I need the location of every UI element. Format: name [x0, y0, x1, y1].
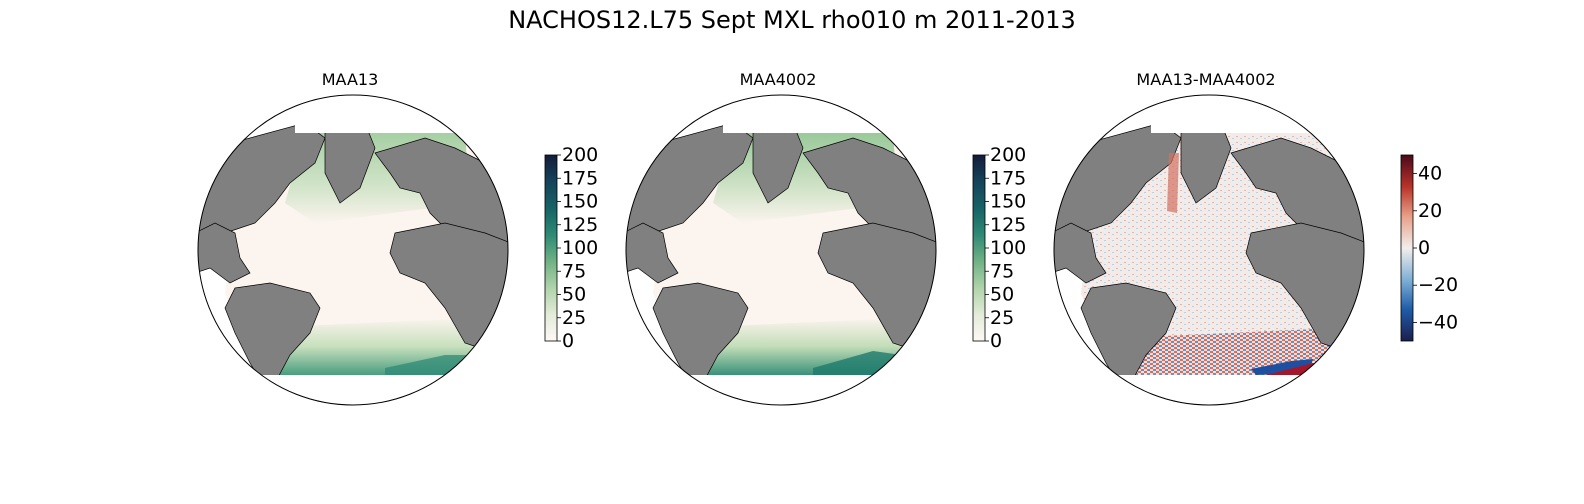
north-america-west-land: [1054, 222, 1107, 284]
colorbar-tick-label: 150: [562, 191, 598, 213]
colorbar-tick-label: 200: [562, 145, 598, 166]
globe-map-maa13: [197, 94, 509, 406]
panel-title-maa4002: MAA4002: [739, 70, 817, 89]
colorbar-tick-label: 75: [562, 260, 586, 282]
colorbar-tick-label: 20: [1418, 200, 1442, 222]
north-america-west-land: [626, 222, 679, 284]
south-america-land: [652, 282, 749, 389]
colorbar-tick-label: 25: [990, 307, 1014, 329]
colorbar-tick-label: 125: [562, 214, 598, 236]
colorbar-tick-label: 50: [562, 284, 586, 306]
globe-map-maa4002: [625, 94, 937, 406]
colorbar-tick-label: 75: [990, 260, 1014, 282]
colorbar-tick-label: 175: [990, 167, 1026, 189]
panel-title-maa13: MAA13: [321, 70, 379, 89]
colorbar-tick-label: 40: [1418, 163, 1442, 185]
colorbar-tick-label: 150: [990, 191, 1026, 213]
colorbar-tick-label: 175: [562, 167, 598, 189]
globe-outline: [1053, 94, 1365, 406]
globe-map-difference: [1053, 94, 1365, 406]
south-america-land: [1080, 282, 1177, 389]
colorbar-difference: 40 20 0 −20 −40: [1400, 154, 1458, 342]
globe-outline: [625, 94, 937, 406]
colorbar-tick-label: 100: [990, 237, 1026, 259]
colorbar-tick-label: −40: [1418, 311, 1458, 333]
colorbar-tick-label: 125: [990, 214, 1026, 236]
colorbar-tick-label: −20: [1418, 274, 1458, 296]
labrador-coast-positive: [1167, 153, 1179, 213]
colorbar-gradient: [544, 154, 558, 342]
arctic-blank: [295, 95, 508, 133]
panel-title-difference: MAA13-MAA4002: [1136, 70, 1276, 89]
south-america-land: [224, 282, 321, 389]
colorbar-tick-label: 200: [990, 145, 1026, 166]
colorbar-tick-label: 0: [990, 330, 1002, 350]
colorbar-gradient: [1400, 154, 1414, 342]
figure-title: NACHOS12.L75 Sept MXL rho010 m 2011-2013: [508, 6, 1076, 34]
arctic-blank: [723, 95, 936, 133]
north-america-west-land: [198, 222, 251, 284]
colorbar-tick-label: 100: [562, 237, 598, 259]
southern-ocean-max-mxl: [813, 351, 901, 375]
colorbar-tick-label: 50: [990, 284, 1014, 306]
colorbar-tick-label: 0: [562, 330, 574, 350]
colorbar-ticks: 40 20 0 −20 −40: [1413, 163, 1458, 333]
arctic-blank: [1151, 95, 1364, 133]
globe-outline: [197, 94, 509, 406]
colorbar-tick-label: 25: [562, 307, 586, 329]
colorbar-gradient: [972, 154, 986, 342]
colorbar-tick-label: 0: [1418, 237, 1430, 259]
